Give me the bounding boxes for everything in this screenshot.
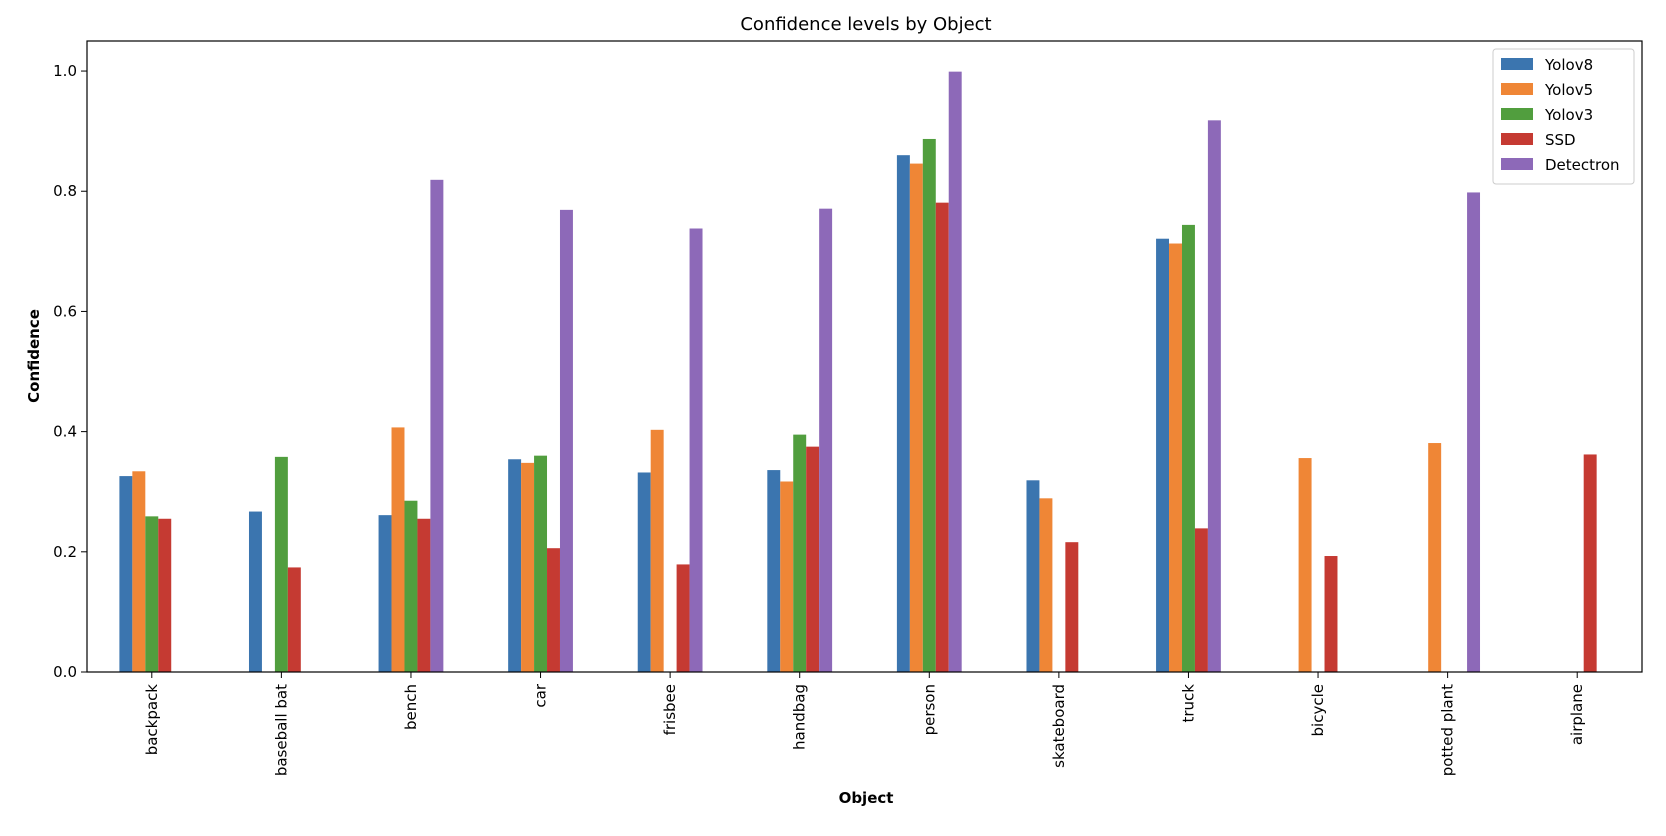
bar-yolov3-truck bbox=[1181, 224, 1195, 672]
bar-ssd-car bbox=[547, 548, 560, 672]
bar-ssd-frisbee bbox=[676, 564, 690, 672]
bar-yolov5-frisbee bbox=[650, 429, 664, 672]
bar-ssd-bench bbox=[417, 518, 431, 672]
y-tick-label: 0.4 bbox=[53, 423, 77, 441]
x-tick-label: car bbox=[532, 683, 550, 707]
y-tick-label: 0.6 bbox=[53, 302, 77, 320]
bar-ssd-airplane bbox=[1583, 454, 1597, 672]
x-tick-label: handbag bbox=[791, 684, 809, 750]
x-tick-label: bench bbox=[402, 684, 420, 730]
bar-ssd-baseball-bat bbox=[287, 567, 301, 672]
x-tick-label: potted plant bbox=[1439, 684, 1457, 776]
legend-label-yolov5: Yolov5 bbox=[1544, 81, 1593, 99]
legend-label-yolov8: Yolov8 bbox=[1544, 56, 1593, 74]
bar-yolov8-frisbee bbox=[637, 472, 651, 672]
legend-label-ssd: SSD bbox=[1545, 131, 1576, 149]
bar-yolov8-bench bbox=[378, 515, 392, 672]
bar-yolov3-backpack bbox=[145, 516, 159, 672]
bar-detectron-potted-plant bbox=[1467, 192, 1481, 672]
legend-label-yolov3: Yolov3 bbox=[1544, 106, 1593, 124]
legend-swatch-detectron bbox=[1501, 158, 1533, 170]
bar-yolov3-bench bbox=[404, 500, 418, 672]
legend-swatch-yolov3 bbox=[1501, 108, 1533, 120]
bar-detectron-truck bbox=[1207, 120, 1221, 672]
bar-ssd-skateboard bbox=[1065, 542, 1079, 672]
legend-swatch-yolov8 bbox=[1501, 58, 1533, 70]
bar-detectron-handbag bbox=[819, 208, 833, 673]
bar-yolov8-skateboard bbox=[1026, 480, 1040, 672]
bar-yolov5-skateboard bbox=[1039, 498, 1053, 672]
axes-layer: 0.0 0.2 0.4 0.6 0.8 1.0 backpack baseball bat be… bbox=[53, 40, 1643, 776]
bar-yolov5-potted-plant bbox=[1428, 443, 1442, 672]
y-axis-title: Confidence bbox=[25, 309, 43, 403]
legend-label-detectron: Detectron bbox=[1545, 156, 1620, 174]
x-axis-title: Object bbox=[839, 789, 894, 807]
bar-detectron-person bbox=[948, 71, 962, 672]
bar-yolov8-backpack bbox=[119, 476, 133, 672]
chart-title: Confidence levels by Object bbox=[740, 14, 991, 35]
bar-yolov8-car bbox=[508, 459, 522, 672]
bar-ssd-bicycle bbox=[1324, 556, 1338, 672]
legend: Yolov8 Yolov5 Yolov3 SSD Detectron bbox=[1492, 48, 1635, 185]
bar-yolov5-bicycle bbox=[1298, 458, 1312, 672]
bar-ssd-handbag bbox=[806, 446, 820, 672]
x-tick-label: person bbox=[920, 684, 938, 735]
y-tick-label: 1.0 bbox=[53, 62, 77, 80]
y-tick-label: 0.0 bbox=[53, 663, 77, 681]
y-tick-label: 0.2 bbox=[53, 543, 77, 561]
x-tick-label: airplane bbox=[1568, 684, 1586, 745]
legend-swatch-yolov5 bbox=[1501, 83, 1533, 95]
bar-yolov5-backpack bbox=[132, 471, 146, 672]
x-tick-label: baseball bat bbox=[272, 684, 290, 776]
bar-yolov5-truck bbox=[1169, 243, 1182, 672]
x-tick-label: backpack bbox=[143, 684, 161, 756]
bar-yolov8-handbag bbox=[767, 470, 781, 672]
bar-detectron-frisbee bbox=[689, 228, 703, 672]
bar-yolov3-person bbox=[922, 138, 936, 672]
bar-yolov3-car bbox=[534, 455, 548, 672]
bar-yolov5-bench bbox=[391, 427, 405, 672]
bar-yolov8-truck bbox=[1156, 238, 1170, 672]
x-tick-label: truck bbox=[1179, 684, 1197, 723]
bar-yolov8-person bbox=[896, 155, 910, 672]
x-tick-label: skateboard bbox=[1050, 684, 1068, 768]
y-tick-label: 0.8 bbox=[53, 182, 77, 200]
plot-frame bbox=[86, 40, 1643, 673]
bar-yolov8-baseball-bat bbox=[248, 511, 262, 672]
bar-yolov3-handbag bbox=[793, 434, 807, 672]
bar-yolov5-car bbox=[521, 462, 535, 672]
bar-detectron-car bbox=[559, 209, 573, 672]
bar-ssd-truck bbox=[1194, 528, 1208, 672]
legend-swatch-ssd bbox=[1501, 133, 1533, 145]
bar-ssd-person bbox=[935, 202, 949, 672]
bar-detectron-bench bbox=[430, 179, 444, 672]
bar-ssd-backpack bbox=[158, 518, 172, 672]
bar-yolov3-baseball-bat bbox=[274, 456, 288, 672]
legend-box bbox=[1492, 48, 1635, 185]
x-tick-label: bicycle bbox=[1309, 684, 1327, 736]
x-tick-label: frisbee bbox=[661, 684, 679, 735]
bar-yolov5-handbag bbox=[780, 481, 794, 672]
bar-yolov5-person bbox=[909, 163, 923, 672]
bars-layer bbox=[119, 71, 1597, 673]
